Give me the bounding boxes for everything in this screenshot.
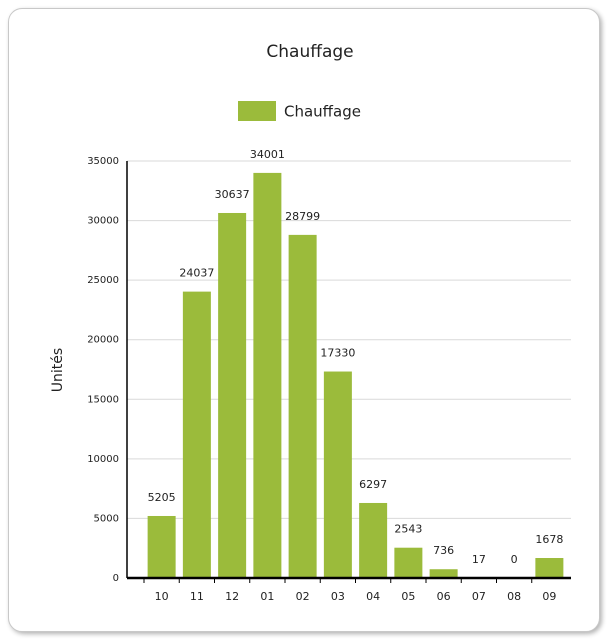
data-label: 24037 (179, 267, 214, 280)
y-tick-label: 20000 (87, 335, 119, 346)
bar (253, 172, 282, 578)
x-tick-label: 10 (155, 590, 169, 603)
y-tick-label: 5000 (94, 513, 119, 524)
x-tick-label: 12 (225, 590, 239, 603)
data-label: 1678 (535, 533, 563, 546)
data-label: 30637 (215, 188, 250, 201)
bar (323, 371, 352, 578)
data-label: 17 (472, 553, 486, 566)
x-tick-label: 01 (260, 590, 274, 603)
y-axis-label: Unités (50, 348, 66, 392)
bar (288, 234, 317, 578)
data-label: 5205 (148, 491, 176, 504)
data-label: 736 (433, 544, 454, 557)
y-tick-label: 25000 (87, 275, 119, 286)
bar (182, 291, 211, 578)
legend-swatch (238, 101, 276, 121)
x-tick-label: 09 (542, 590, 556, 603)
bar (218, 212, 247, 578)
y-tick-label: 10000 (87, 454, 119, 465)
data-label: 6297 (359, 478, 387, 491)
bar (359, 502, 388, 578)
y-tick-label: 35000 (87, 156, 119, 167)
y-tick-label: 0 (113, 573, 119, 584)
bar (535, 558, 564, 578)
data-label: 0 (511, 553, 518, 566)
x-tick-label: 06 (437, 590, 451, 603)
y-tick-label: 30000 (87, 216, 119, 227)
x-tick-label: 07 (472, 590, 486, 603)
x-tick-label: 11 (190, 590, 204, 603)
data-label: 28799 (285, 210, 320, 223)
x-tick-label: 08 (507, 590, 521, 603)
bar (394, 547, 423, 578)
y-tick-label: 15000 (87, 394, 119, 405)
data-label: 2543 (394, 523, 422, 536)
x-tick-label: 03 (331, 590, 345, 603)
data-label: 17330 (320, 347, 355, 360)
x-tick-label: 05 (401, 590, 415, 603)
x-tick-label: 02 (296, 590, 310, 603)
bar (429, 569, 458, 578)
chart-title: Chauffage (266, 42, 353, 62)
bar (147, 515, 176, 578)
data-label: 34001 (250, 148, 285, 161)
x-tick-label: 04 (366, 590, 380, 603)
legend-label: Chauffage (284, 103, 361, 121)
